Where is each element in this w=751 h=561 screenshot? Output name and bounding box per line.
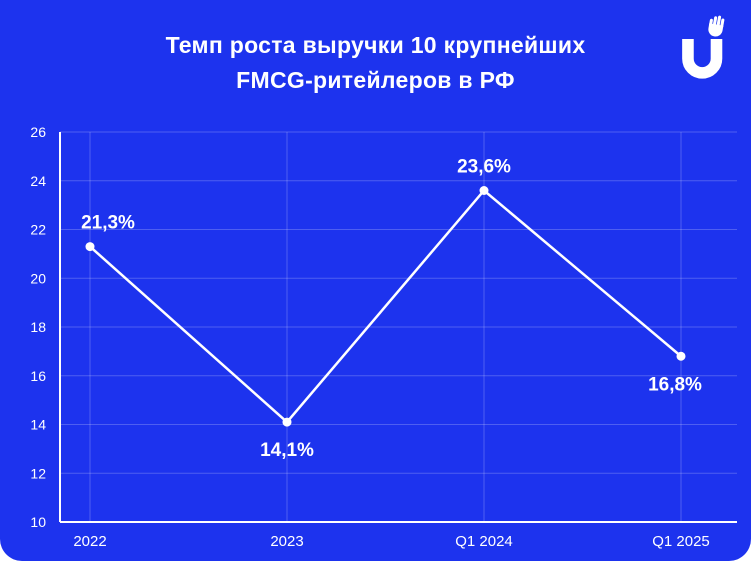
x-tick-label: 2023 <box>270 533 303 550</box>
u-hand-logo <box>677 14 731 80</box>
u-letter <box>682 38 723 79</box>
y-tick-label: 16 <box>30 368 46 384</box>
chart-title-line2: FMCG-ритейлеров в РФ <box>236 67 515 93</box>
y-tick-label: 24 <box>30 173 46 189</box>
chart-title: Темп роста выручки 10 крупнейших FMCG-ри… <box>0 0 751 98</box>
y-tick-label: 10 <box>30 514 46 530</box>
data-point <box>676 351 686 361</box>
data-point <box>85 242 95 252</box>
point-label: 16,8% <box>648 374 702 395</box>
y-tick-label: 22 <box>30 222 46 238</box>
point-label: 21,3% <box>81 213 135 234</box>
point-label: 23,6% <box>457 157 511 178</box>
y-tick-label: 20 <box>30 270 46 286</box>
u-hand-logo-graphic <box>682 15 725 79</box>
chart-title-line1: Темп роста выручки 10 крупнейших <box>165 32 586 58</box>
y-tick-label: 26 <box>30 124 46 140</box>
y-tick-label: 12 <box>30 465 46 481</box>
point-label: 14,1% <box>260 440 314 461</box>
x-tick-label: Q1 2024 <box>455 533 513 550</box>
x-tick-label: 2022 <box>73 533 106 550</box>
data-point <box>479 186 489 195</box>
y-tick-label: 14 <box>30 417 46 433</box>
y-tick-label: 18 <box>30 319 46 335</box>
x-tick-label: Q1 2025 <box>652 533 710 550</box>
data-point <box>282 417 292 427</box>
data-line <box>89 188 682 424</box>
hand-icon <box>708 15 725 37</box>
header: Темп роста выручки 10 крупнейших FMCG-ри… <box>0 0 751 112</box>
